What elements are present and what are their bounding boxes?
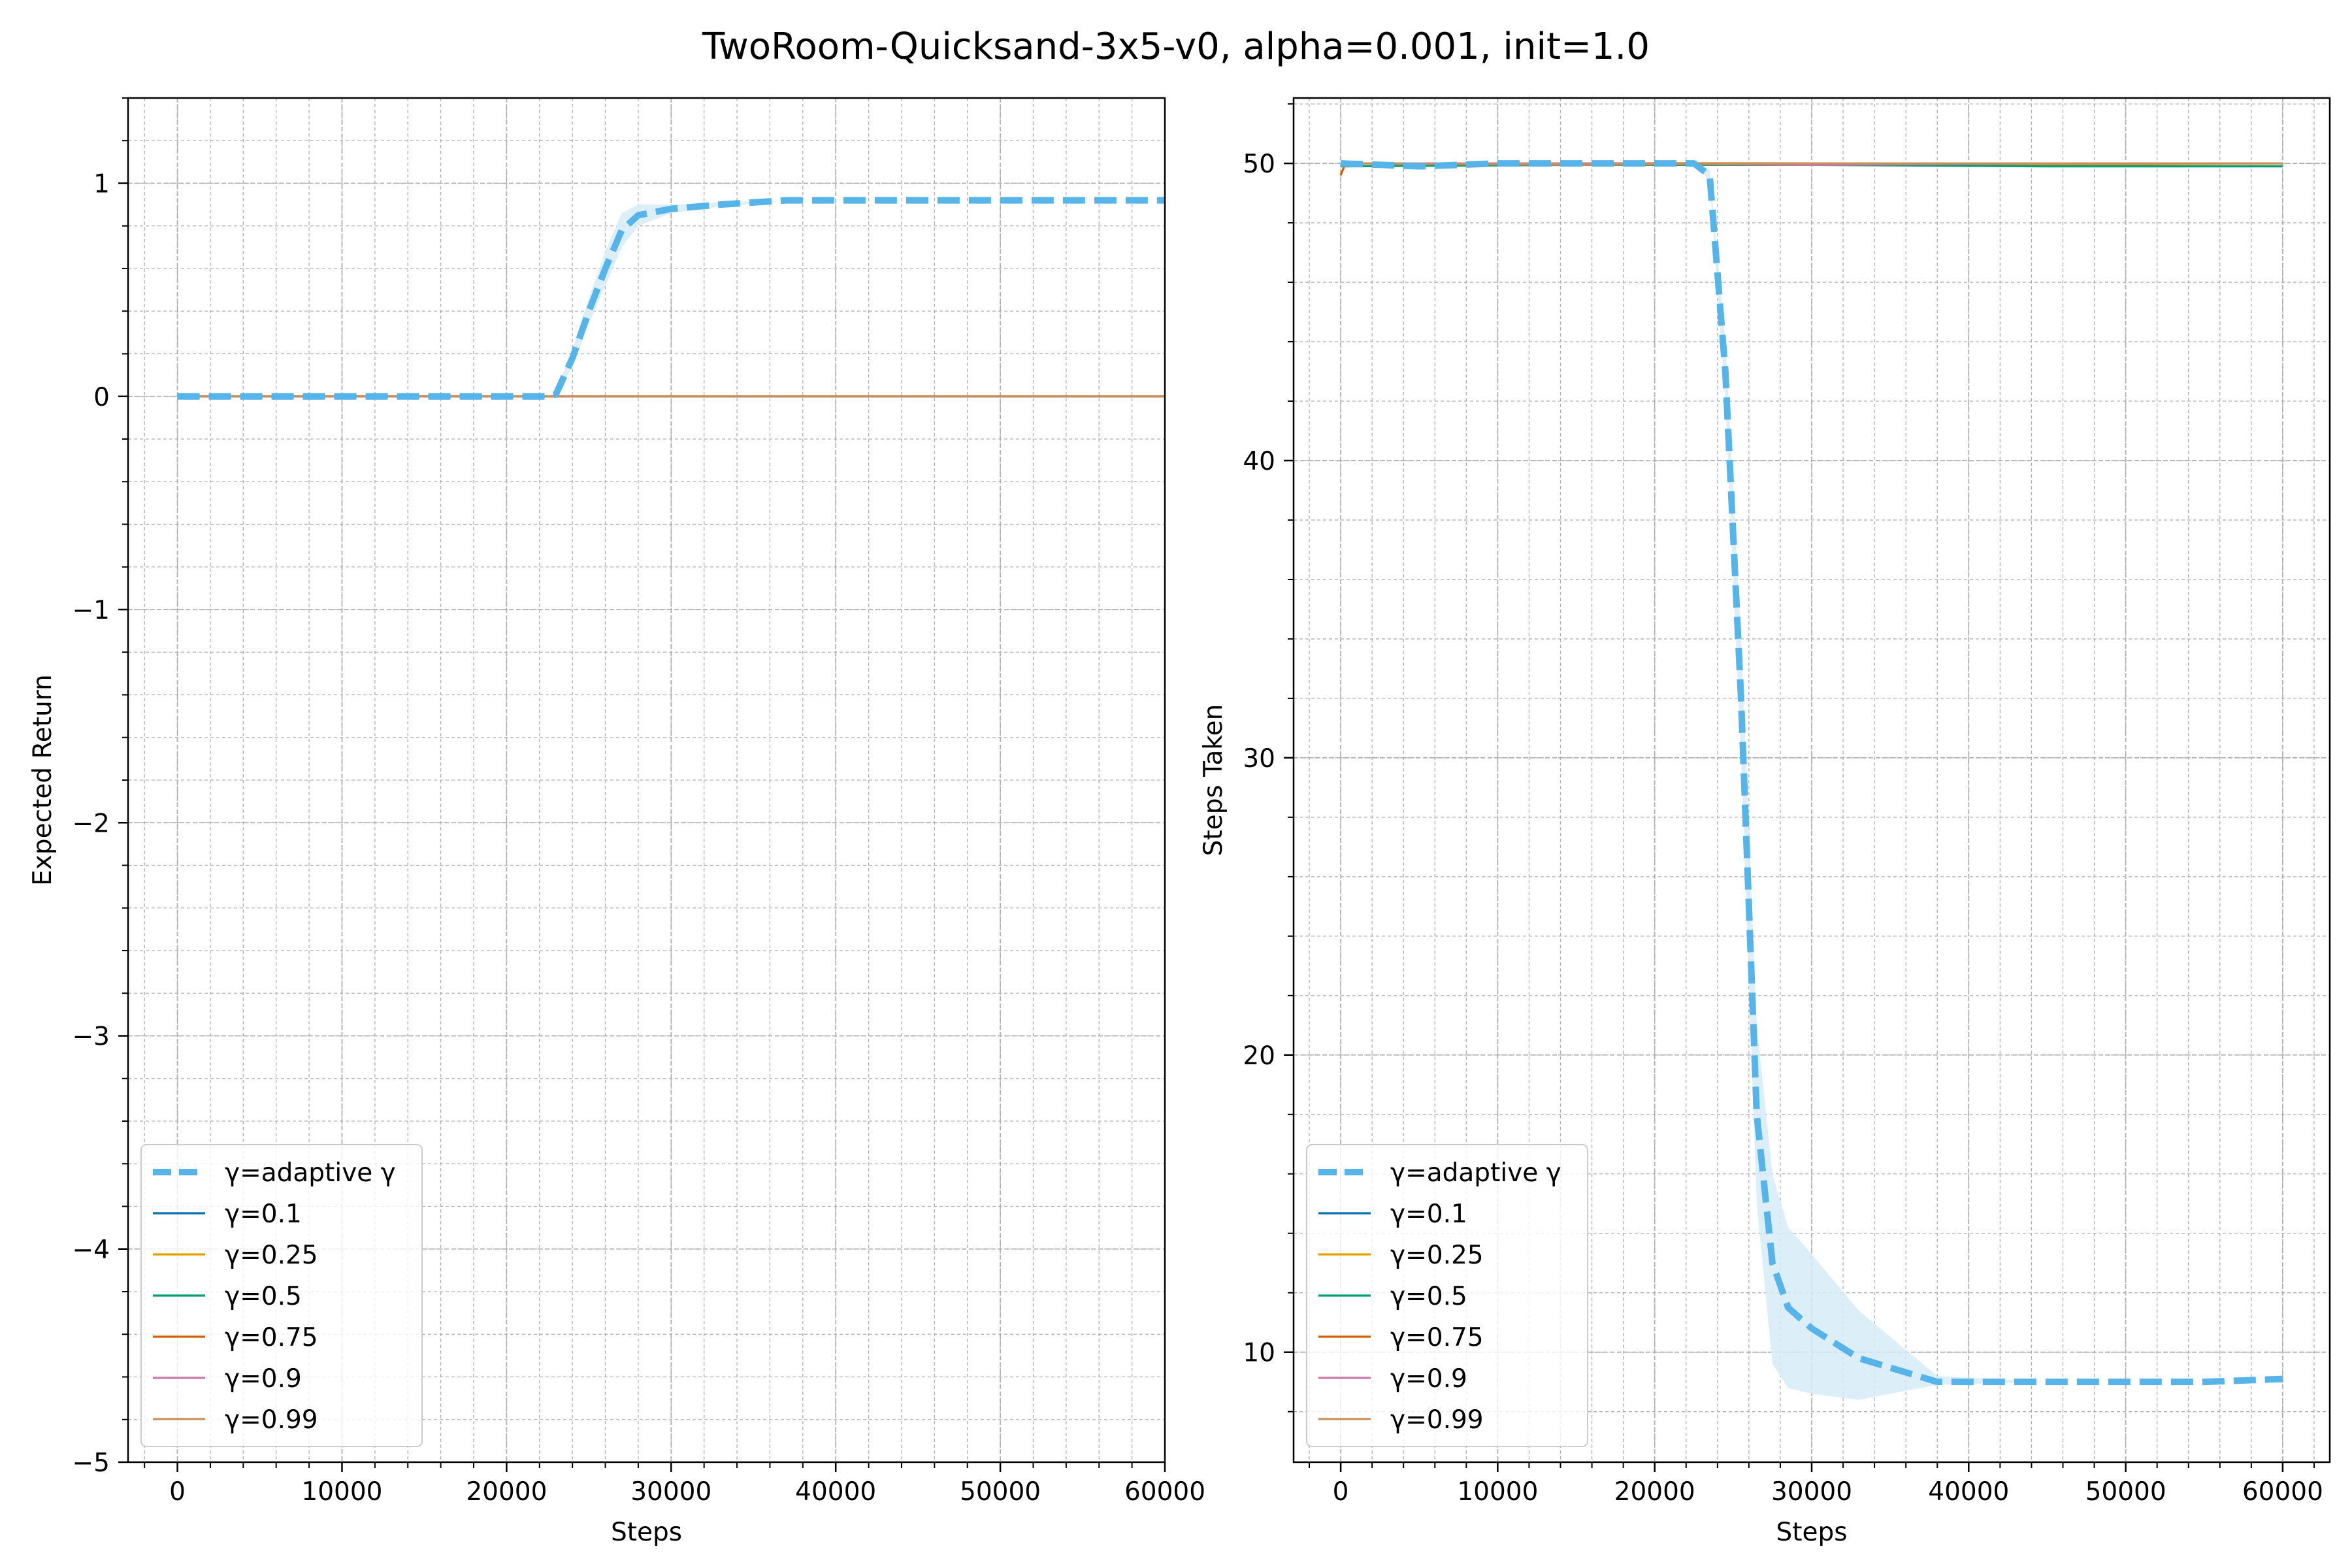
plot-area [1339,160,2283,1400]
legend-entry: γ=0.75 [225,1323,318,1352]
legend-entry: γ=0.25 [1390,1241,1484,1270]
legend-entry: γ=0.5 [225,1282,302,1311]
figure-title: TwoRoom-Quicksand-3x5-v0, alpha=0.001, i… [702,25,1650,68]
y-tick-label: 20 [1243,1041,1275,1071]
legend-box [1306,1144,1588,1447]
x-tick-label: 0 [169,1477,186,1507]
x-tick-label: 30000 [630,1477,711,1507]
legend-entry: γ=0.25 [225,1241,318,1270]
legend-box [140,1144,423,1447]
x-tick-label: 10000 [301,1477,382,1507]
x-tick-label: 20000 [466,1477,547,1507]
legend-entry: γ=0.1 [1390,1200,1467,1229]
series-line [1340,160,2283,1386]
x-tick-label: 0 [1333,1477,1349,1507]
x-tick-label: 50000 [2085,1477,2166,1507]
x-axis-label: Steps [1776,1518,1847,1547]
y-tick-label: 40 [1243,447,1275,476]
x-tick-label: 60000 [2242,1477,2323,1507]
x-axis-label: Steps [611,1518,682,1547]
steps-taken-panel: 0 10000 20000 30000 40000 50000 60000 10 20 30 40 5… [1199,97,2331,1547]
x-tick-label: 60000 [1124,1477,1205,1507]
series-line [177,197,1165,400]
y-tick-label: 10 [1243,1339,1275,1368]
legend-entry: γ=adaptive γ [1390,1158,1561,1188]
axes-frame [1292,97,2331,1463]
legend-entry: γ=0.75 [1390,1323,1484,1352]
y-tick-label: 1 [93,170,110,199]
axes-frame [127,97,1166,1463]
y-tick-label: 50 [1243,150,1275,179]
x-tick-label: 40000 [795,1477,876,1507]
plot-area [177,197,1165,400]
x-tick-label: 10000 [1457,1477,1538,1507]
x-tick-label: 30000 [1771,1477,1852,1507]
legend-entry: γ=0.5 [1390,1282,1467,1311]
legend-entry: γ=0.1 [225,1200,302,1229]
legend-entry: γ=0.9 [1390,1364,1467,1394]
y-tick-label: −2 [73,809,110,838]
y-axis-label: Steps Taken [1199,704,1228,857]
y-tick-label: −5 [73,1448,110,1478]
legend-entry: γ=0.99 [1390,1405,1484,1435]
legend-entry: γ=adaptive γ [225,1158,396,1188]
legend: γ=adaptive γ γ=0.1 γ=0.25 γ=0.5 γ=0.75 γ=0.9 γ… [140,1144,423,1447]
y-axis-label: Expected Return [28,674,57,886]
x-tick-label: 50000 [960,1477,1041,1507]
legend: γ=adaptive γ γ=0.1 γ=0.25 γ=0.5 γ=0.75 γ=0.9 γ… [1306,1144,1588,1447]
y-tick-label: 30 [1243,744,1275,774]
x-tick-label: 20000 [1614,1477,1695,1507]
y-tick-label: −3 [73,1022,110,1052]
legend-entry: γ=0.99 [225,1405,318,1435]
y-tick-label: −4 [73,1235,110,1265]
y-tick-label: −1 [73,596,110,625]
x-tick-label: 40000 [1928,1477,2009,1507]
expected-return-panel: 0 10000 20000 30000 40000 50000 60000 −5 −4 −3 −2 −… [28,97,1205,1547]
legend-entry: γ=0.9 [225,1364,302,1394]
y-tick-label: 0 [93,383,110,412]
